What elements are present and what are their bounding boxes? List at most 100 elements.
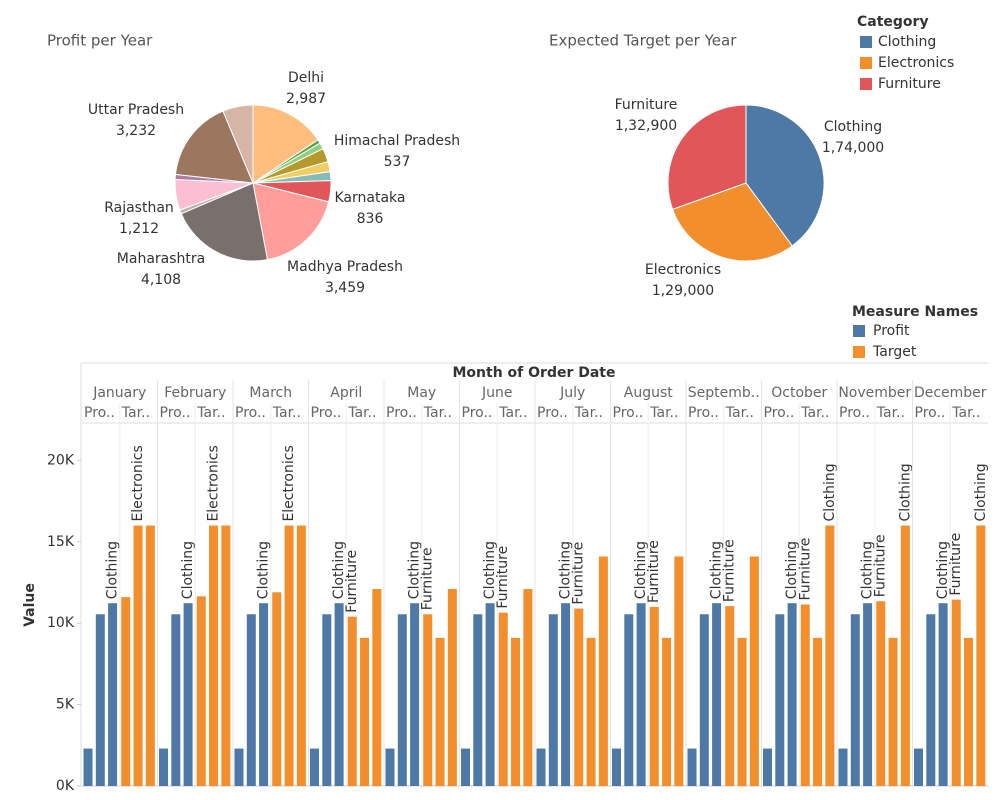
bar [561, 603, 571, 786]
bar-label: Clothing [633, 541, 649, 599]
bar [926, 614, 936, 786]
x-tick-label: July [559, 385, 585, 401]
measure-header: Pro.. [160, 405, 191, 421]
legend-title: Category [857, 14, 929, 30]
bar [825, 525, 835, 786]
bar [296, 525, 306, 786]
slice-value-label: 537 [384, 154, 411, 170]
bar [310, 748, 319, 786]
measure-header: Tar.. [196, 405, 225, 421]
bar [221, 525, 231, 786]
measure-header: Pro.. [235, 405, 266, 421]
bar [838, 748, 848, 786]
slice-value-label: 3,459 [325, 280, 365, 296]
bar-label: Clothing [973, 463, 989, 521]
bar [888, 637, 898, 786]
legend-label: Profit [873, 323, 910, 339]
bar [485, 603, 495, 786]
bar [423, 614, 433, 786]
measure-header: Tar.. [876, 405, 905, 421]
pie-slice [252, 182, 330, 261]
bar-label: Clothing [180, 541, 196, 599]
bar [95, 614, 105, 786]
measure-header: Tar.. [498, 405, 527, 421]
bar-label: Clothing [860, 541, 876, 599]
measure-header: Pro.. [386, 405, 417, 421]
x-tick-label: April [330, 385, 362, 401]
bar-label: Clothing [558, 541, 574, 599]
bar [259, 603, 269, 786]
bar-label: Furniture [646, 540, 662, 603]
bar [964, 637, 974, 786]
slice-value-label: 1,32,900 [615, 118, 677, 134]
bar [322, 614, 332, 786]
slice-value-label: 1,29,000 [652, 283, 714, 299]
bar-label: Clothing [784, 541, 800, 599]
bar [914, 748, 923, 786]
bar [548, 614, 558, 786]
bar [636, 603, 646, 786]
pie-slice [745, 104, 825, 247]
legend-title: Measure Names [852, 304, 978, 320]
bar-label: Electronics [206, 445, 222, 521]
bar [410, 603, 420, 786]
bar-label: Furniture [571, 542, 587, 605]
bar [372, 589, 382, 786]
bar [800, 604, 810, 786]
bar [461, 748, 470, 786]
bar [121, 597, 131, 786]
x-tick-label: May [407, 385, 436, 401]
bar [83, 748, 93, 786]
x-tick-label: August [624, 385, 674, 401]
pie-slice [174, 110, 254, 184]
bar [900, 525, 910, 786]
measure-header: Pro.. [839, 405, 870, 421]
bar [284, 525, 294, 786]
bar [196, 596, 206, 786]
bar [209, 525, 219, 786]
y-axis-title: Value [22, 583, 38, 627]
chart-title: Expected Target per Year [549, 32, 737, 50]
bar-label: Electronics [130, 445, 146, 521]
legend-swatch [853, 325, 865, 337]
measure-header: Tar.. [951, 405, 980, 421]
bar-label: Furniture [797, 538, 813, 601]
slice-label: Madhya Pradesh [287, 259, 403, 275]
bar [624, 614, 634, 786]
bar [523, 589, 533, 786]
bar-label: Clothing [709, 541, 725, 599]
slice-label: Electronics [645, 262, 721, 278]
bar [863, 603, 873, 786]
x-axis-title: Month of Order Date [453, 365, 616, 381]
slice-label: Delhi [288, 70, 324, 86]
y-tick-label: 20K [47, 452, 75, 468]
bar [498, 612, 508, 786]
slice-label: Himachal Pradesh [334, 133, 460, 149]
bar-label: Clothing [331, 541, 347, 599]
measure-header: Pro.. [915, 405, 946, 421]
bar [511, 637, 521, 786]
bar [612, 748, 621, 786]
bar [574, 608, 584, 786]
measure-header: Pro.. [462, 405, 493, 421]
pie-slice [222, 104, 254, 184]
bar [725, 606, 735, 786]
bar [347, 616, 357, 786]
measure-header: Tar.. [800, 405, 829, 421]
bar [334, 603, 344, 786]
bar-label: Clothing [897, 463, 913, 521]
bar-label: Furniture [873, 534, 889, 597]
bar-label: Clothing [256, 541, 272, 599]
measure-header: Pro.. [688, 405, 719, 421]
slice-value-label: 836 [357, 211, 384, 227]
legend-label: Electronics [878, 55, 954, 71]
y-tick-label: 5K [56, 697, 75, 713]
bar [699, 614, 709, 786]
bar [775, 614, 785, 786]
bar [763, 748, 772, 786]
slice-value-label: 4,108 [141, 272, 181, 288]
bar [598, 556, 608, 786]
bar [183, 603, 193, 786]
measure-header: Pro.. [311, 405, 342, 421]
